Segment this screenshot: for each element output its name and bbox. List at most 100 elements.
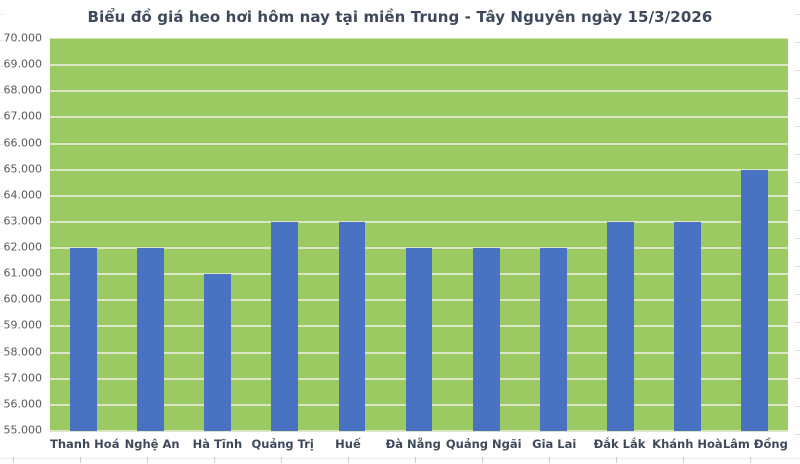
sheet-column-tick xyxy=(683,457,684,463)
sheet-row-tick xyxy=(0,118,3,119)
sheet-row-tick xyxy=(0,404,3,405)
sheet-row-tick xyxy=(795,378,800,379)
sheet-row-tick xyxy=(795,322,800,323)
gridline xyxy=(50,430,788,432)
sheet-row-tick xyxy=(795,154,800,155)
spreadsheet-left-edge xyxy=(0,0,3,464)
sheet-row-tick xyxy=(0,66,3,67)
y-tick-label: 56.000 xyxy=(3,397,43,411)
sheet-row-tick xyxy=(0,170,3,171)
sheet-row-tick xyxy=(795,434,800,435)
sheet-row-tick xyxy=(795,42,800,43)
x-tick-label: Gia Lai xyxy=(532,437,577,451)
sheet-column-tick xyxy=(80,457,81,463)
y-tick-label: 67.000 xyxy=(3,109,43,123)
bars-row xyxy=(50,39,788,431)
bar[interactable] xyxy=(673,221,701,431)
spreadsheet-right-edge xyxy=(795,0,800,464)
y-tick-label: 69.000 xyxy=(3,57,43,71)
x-tick-label: Nghệ An xyxy=(124,437,180,451)
x-tick-label: Lâm Đồng xyxy=(722,437,788,451)
y-tick-label: 55.000 xyxy=(3,423,43,437)
bar[interactable] xyxy=(70,248,97,431)
gridline xyxy=(50,116,788,119)
bar-slot xyxy=(721,39,788,431)
y-tick-label: 65.000 xyxy=(3,162,43,176)
gridline xyxy=(50,64,788,67)
sheet-row-tick xyxy=(795,406,800,407)
sheet-row-tick xyxy=(0,248,3,249)
sheet-column-tick xyxy=(13,457,14,463)
sheet-row-tick xyxy=(0,40,3,41)
gridline xyxy=(50,194,788,197)
y-tick-label: 59.000 xyxy=(3,318,43,332)
y-tick-label: 70.000 xyxy=(3,31,43,45)
sheet-row-tick xyxy=(0,222,3,223)
bar-slot xyxy=(50,39,117,431)
bar-slot xyxy=(184,39,251,431)
x-tick-label: Khánh Hoà xyxy=(652,437,723,451)
x-tick-label: Thanh Hoá xyxy=(50,437,120,451)
bar[interactable] xyxy=(472,248,500,431)
x-tick-label: Huế xyxy=(335,437,361,451)
sheet-row-tick xyxy=(795,70,800,71)
y-tick-label: 63.000 xyxy=(3,214,43,228)
plot-area xyxy=(50,38,788,432)
chart-title: Biểu đồ giá heo hơi hôm nay tại miền Tru… xyxy=(87,8,713,26)
bar[interactable] xyxy=(539,248,567,431)
x-axis-labels: Thanh Hoá Nghệ An Hà Tĩnh Quảng Trị Huế Đà Nẵ… xyxy=(50,437,788,451)
sheet-row-tick xyxy=(795,266,800,267)
y-tick-label: 61.000 xyxy=(3,266,43,280)
y-tick-label: 66.000 xyxy=(3,136,43,150)
x-tick-label: Đà Nẵng xyxy=(385,437,441,451)
sheet-column-tick xyxy=(616,457,617,463)
x-tick-label: Hà Tĩnh xyxy=(192,437,243,451)
sheet-row-tick xyxy=(795,14,800,15)
sheet-column-tick xyxy=(348,457,349,463)
bar-slot xyxy=(385,39,452,431)
bar-slot xyxy=(587,39,654,431)
y-tick-label: 60.000 xyxy=(3,292,43,306)
sheet-column-tick xyxy=(415,457,416,463)
sheet-row-tick xyxy=(0,274,3,275)
sheet-row-tick xyxy=(795,210,800,211)
bar[interactable] xyxy=(606,221,634,431)
bar[interactable] xyxy=(137,248,165,431)
bar[interactable] xyxy=(204,274,232,431)
sheet-row-tick xyxy=(0,196,3,197)
sheet-row-tick xyxy=(795,238,800,239)
sheet-row-tick xyxy=(0,378,3,379)
bar[interactable] xyxy=(741,169,768,431)
sheet-row-tick xyxy=(0,14,3,15)
sheet-column-tick xyxy=(482,457,483,463)
sheet-row-tick xyxy=(795,98,800,99)
sheet-row-tick xyxy=(795,126,800,127)
spreadsheet-bottom-edge xyxy=(0,457,800,463)
x-tick-label: Quảng Trị xyxy=(251,437,314,451)
bar[interactable] xyxy=(338,221,366,431)
y-axis-labels: 70.000 69.000 68.000 67.000 66.000 65.000 64.0… xyxy=(0,32,44,437)
x-tick-label: Quảng Ngãi xyxy=(445,437,522,451)
sheet-row-tick xyxy=(0,144,3,145)
bar-slot xyxy=(117,39,184,431)
bar-slot xyxy=(520,39,587,431)
bar[interactable] xyxy=(271,221,299,431)
bar-slot xyxy=(453,39,520,431)
sheet-column-tick xyxy=(549,457,550,463)
y-tick-label: 58.000 xyxy=(3,345,43,359)
sheet-column-tick xyxy=(281,457,282,463)
bar-slot xyxy=(318,39,385,431)
bar[interactable] xyxy=(405,248,433,431)
bar-slot xyxy=(251,39,318,431)
y-tick-label: 64.000 xyxy=(3,188,43,202)
x-tick-label: Đắk Lắk xyxy=(593,437,646,451)
sheet-row-tick xyxy=(795,182,800,183)
sheet-row-tick xyxy=(0,326,3,327)
gridline xyxy=(50,90,788,93)
y-tick-label: 68.000 xyxy=(3,83,43,97)
y-tick-label: 62.000 xyxy=(3,240,43,254)
gridline xyxy=(50,142,788,145)
sheet-column-tick xyxy=(147,457,148,463)
y-tick-label: 57.000 xyxy=(3,371,43,385)
